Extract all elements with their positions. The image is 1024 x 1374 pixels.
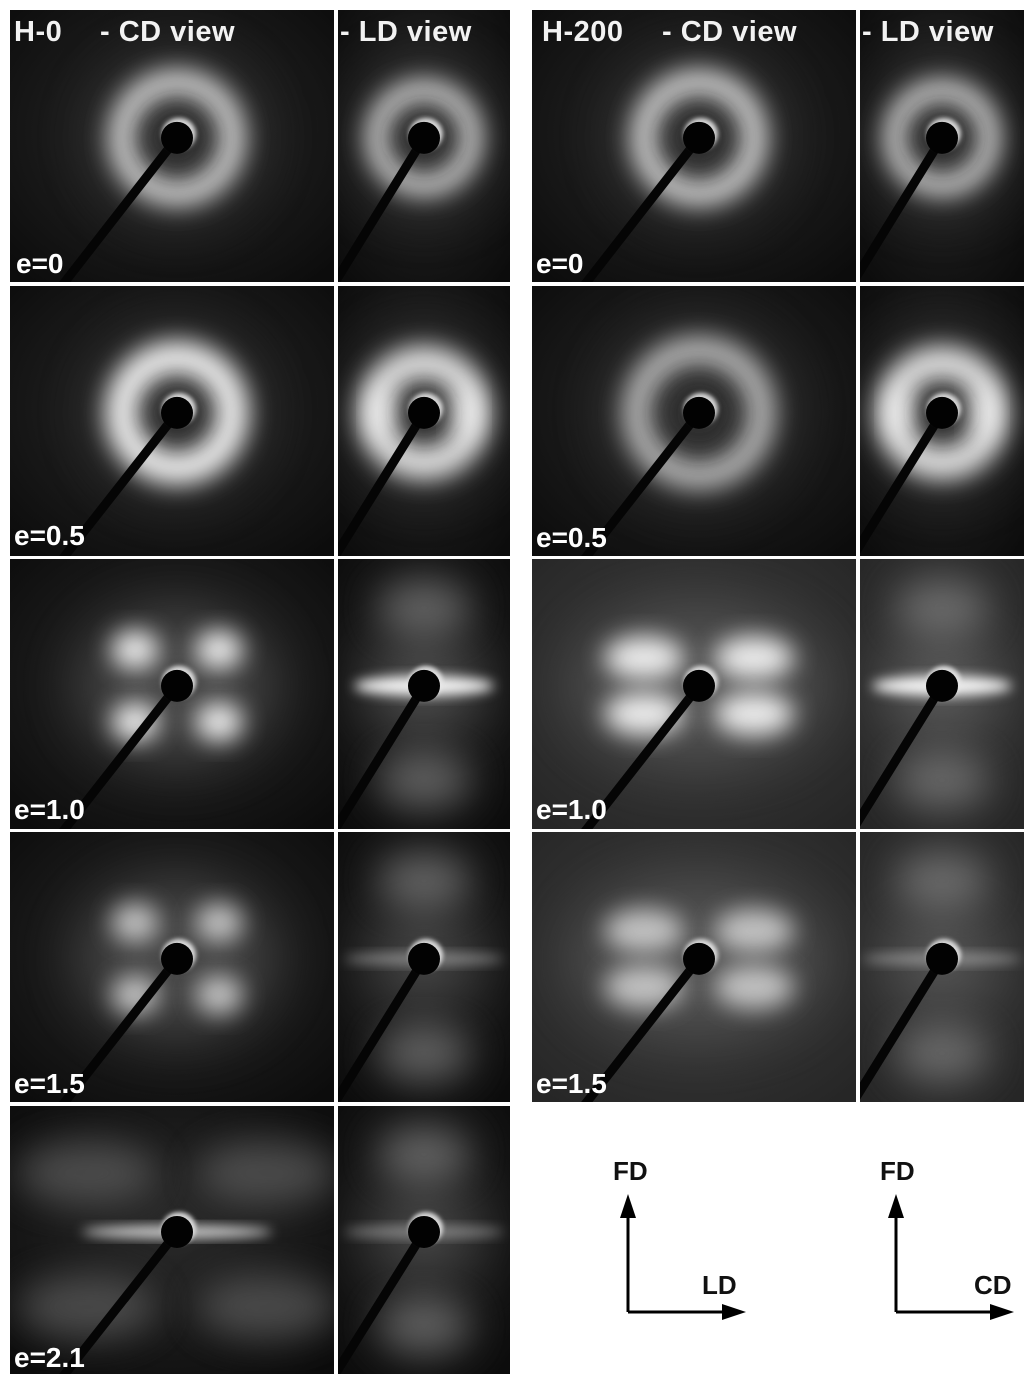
beamstop-rod (59, 133, 182, 282)
beamstop-rod (860, 133, 947, 280)
beamstop-rod (581, 954, 704, 1102)
axis-label-fd: FD (613, 1156, 648, 1186)
scattering-panel (532, 832, 856, 1102)
beamstop-disc (161, 121, 193, 154)
beamstop-disc (161, 669, 193, 702)
beamstop-disc (683, 942, 715, 975)
beamstop-disc (683, 396, 715, 429)
beamstop-disc (161, 942, 193, 975)
scattering-panel (10, 1106, 334, 1374)
scattering-panel (532, 286, 856, 556)
view-label-h0-cd: - CD view (100, 16, 236, 48)
scattering-panel (860, 559, 1024, 829)
scattering-panel (532, 559, 856, 829)
sample-label-h0: H-0 (14, 16, 63, 48)
beamstop-disc (408, 121, 440, 154)
scattering-panel (10, 286, 334, 556)
strain-label: e=0.5 (14, 520, 85, 551)
strain-label: e=1.0 (536, 794, 607, 825)
strain-label: e=0 (16, 248, 64, 279)
beamstop-rod (59, 408, 182, 556)
scattering-panel (338, 559, 510, 829)
beamstop-rod (581, 681, 704, 829)
beamstop-disc (683, 669, 715, 702)
beamstop-disc (926, 396, 958, 429)
scattering-panel (532, 10, 856, 282)
axis-label-ld: LD (702, 1270, 737, 1300)
beamstop-rod (59, 954, 182, 1102)
scattering-panel (860, 10, 1024, 282)
beamstop-disc (926, 121, 958, 154)
scattering-panel (338, 832, 510, 1102)
scattering-panel (338, 10, 510, 282)
scattering-panel (10, 832, 334, 1102)
strain-label: e=1.0 (14, 794, 85, 825)
view-label-h200-ld: - LD view (862, 16, 994, 48)
beamstop-disc (926, 669, 958, 702)
beamstop-rod (860, 681, 947, 827)
beamstop-disc (161, 396, 193, 429)
view-label-h200-cd: - CD view (662, 16, 798, 48)
beamstop-rod (59, 681, 182, 829)
view-label-h0-ld: - LD view (340, 16, 472, 48)
strain-label: e=0.5 (536, 522, 607, 553)
scattering-panel (10, 559, 334, 829)
beamstop-rod (338, 1227, 429, 1374)
strain-label: e=1.5 (536, 1068, 607, 1099)
beamstop-rod (581, 408, 704, 556)
sample-label-h200: H-200 (542, 16, 624, 48)
beamstop-disc (926, 942, 958, 975)
beamstop-rod (860, 408, 947, 554)
beamstop-rod (338, 408, 429, 556)
scattering-panel (338, 286, 510, 556)
scattering-panel (338, 1106, 510, 1374)
beamstop-rod (860, 954, 947, 1100)
scattering-panel (10, 10, 334, 282)
beamstop-disc (408, 396, 440, 429)
strain-label: e=1.5 (14, 1068, 85, 1099)
beamstop-disc (161, 1215, 193, 1248)
beamstop-rod (338, 133, 429, 282)
axis-diagram-fd-ld (620, 1194, 746, 1320)
beamstop-disc (408, 942, 440, 975)
beamstop-rod (338, 954, 429, 1102)
axis-label-cd: CD (974, 1270, 1012, 1300)
beamstop-disc (408, 1215, 440, 1248)
strain-label: e=2.1 (14, 1342, 85, 1373)
beamstop-disc (408, 669, 440, 702)
axis-diagram-fd-cd (888, 1194, 1014, 1320)
beamstop-rod (338, 681, 429, 829)
strain-label: e=0 (536, 248, 584, 279)
beamstop-disc (683, 121, 715, 154)
beamstop-rod (59, 1227, 182, 1374)
beamstop-rod (581, 133, 704, 282)
scattering-panel (860, 286, 1024, 556)
scattering-panel (860, 832, 1024, 1102)
axis-label-fd: FD (880, 1156, 915, 1186)
